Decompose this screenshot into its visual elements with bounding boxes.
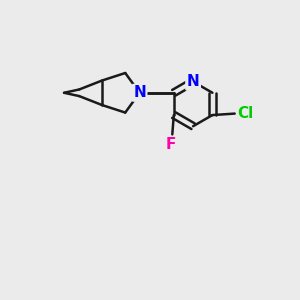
Text: Cl: Cl [238,106,254,121]
Text: N: N [187,74,200,89]
Text: F: F [166,137,176,152]
Text: N: N [133,85,146,100]
